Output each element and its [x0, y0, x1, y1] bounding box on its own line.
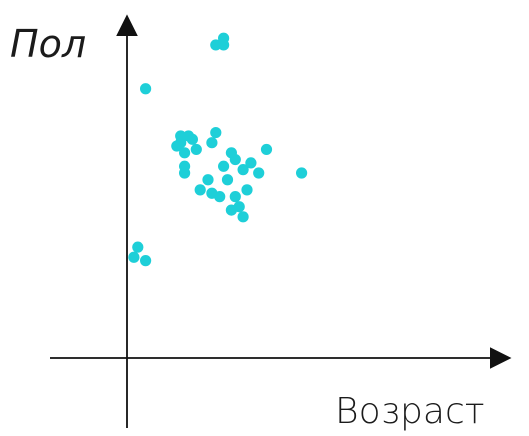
- data-point-17: [210, 126, 222, 139]
- data-point-31: [229, 191, 241, 203]
- data-point-24: [245, 157, 257, 169]
- data-point-35: [241, 184, 253, 196]
- data-point-5: [128, 251, 140, 263]
- data-point-7: [140, 255, 152, 267]
- data-point-21: [237, 164, 249, 176]
- data-point-34: [237, 211, 249, 223]
- data-point-36: [296, 167, 308, 179]
- y-axis-label: Пол: [10, 22, 86, 66]
- data-point-6: [132, 241, 144, 253]
- data-point-23: [260, 143, 273, 156]
- data-point-27: [194, 184, 206, 196]
- data-point-22: [253, 167, 265, 179]
- data-point-30: [214, 191, 226, 203]
- data-point-13: [186, 133, 198, 145]
- data-point-33: [225, 204, 237, 216]
- data-point-1: [210, 39, 222, 51]
- data-point-28: [202, 174, 214, 186]
- data-point-18: [206, 137, 218, 149]
- x-axis-label: Возраст: [335, 391, 485, 432]
- data-point-26: [218, 160, 230, 172]
- data-point-4: [140, 83, 152, 95]
- data-point-3: [218, 32, 230, 44]
- data-point-20: [229, 153, 241, 166]
- data-point-10: [175, 137, 187, 149]
- data-points-group: [128, 32, 308, 267]
- data-point-11: [179, 147, 191, 159]
- data-point-14: [190, 143, 202, 156]
- data-point-25: [221, 174, 234, 186]
- data-point-16: [179, 167, 191, 179]
